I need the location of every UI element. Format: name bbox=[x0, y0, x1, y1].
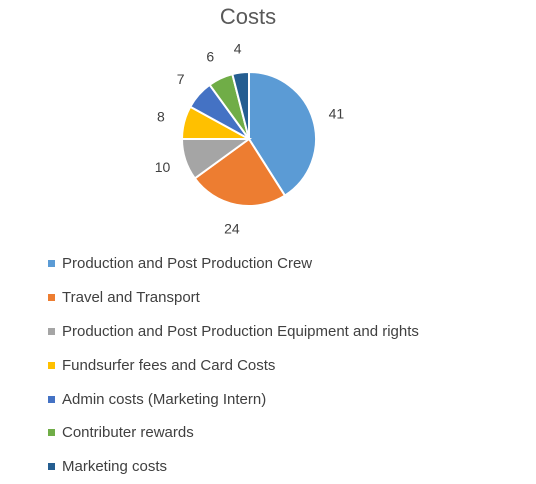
legend-swatch bbox=[48, 327, 55, 335]
data-label-5: 7 bbox=[177, 71, 185, 87]
legend-swatch bbox=[48, 361, 55, 369]
pie-slices bbox=[180, 70, 317, 207]
legend-item-6: Contributer rewards bbox=[48, 416, 419, 450]
legend-item-7: Marketing costs bbox=[48, 450, 419, 484]
legend-label: Production and Post Production Equipment… bbox=[62, 322, 419, 340]
legend-swatch bbox=[48, 260, 55, 268]
legend-label: Contributer rewards bbox=[62, 424, 194, 442]
legend-label: Admin costs (Marketing Intern) bbox=[62, 390, 267, 408]
pie-slice-7 bbox=[231, 70, 250, 140]
legend-swatch bbox=[48, 463, 55, 471]
data-label-6: 6 bbox=[206, 49, 214, 65]
legend-item-2: Travel and Transport bbox=[48, 281, 419, 315]
legend-item-1: Production and Post Production Crew bbox=[48, 247, 419, 281]
legend-label: Production and Post Production Crew bbox=[62, 255, 313, 273]
chart-legend: Production and Post Production Crew Trave… bbox=[48, 247, 419, 484]
legend-label: Fundsurfer fees and Card Costs bbox=[62, 356, 276, 374]
data-label-1: 41 bbox=[329, 106, 345, 122]
chart-title: Costs bbox=[220, 4, 276, 29]
data-label-4: 8 bbox=[157, 108, 165, 124]
legend-item-3: Production and Post Production Equipment… bbox=[48, 315, 419, 349]
legend-label: Travel and Transport bbox=[62, 289, 200, 307]
legend-item-4: Fundsurfer fees and Card Costs bbox=[48, 348, 419, 382]
pie-slice-2 bbox=[193, 137, 287, 207]
pie-data-labels: 41 24 10 8 7 6 4 bbox=[155, 41, 345, 237]
legend-item-5: Admin costs (Marketing Intern) bbox=[48, 382, 419, 416]
legend-label: Marketing costs bbox=[62, 458, 168, 476]
legend-swatch bbox=[48, 294, 55, 302]
legend-swatch bbox=[48, 429, 55, 437]
data-label-7: 4 bbox=[234, 41, 242, 57]
data-label-2: 24 bbox=[224, 220, 240, 236]
legend-swatch bbox=[48, 395, 55, 403]
data-label-3: 10 bbox=[155, 159, 171, 175]
